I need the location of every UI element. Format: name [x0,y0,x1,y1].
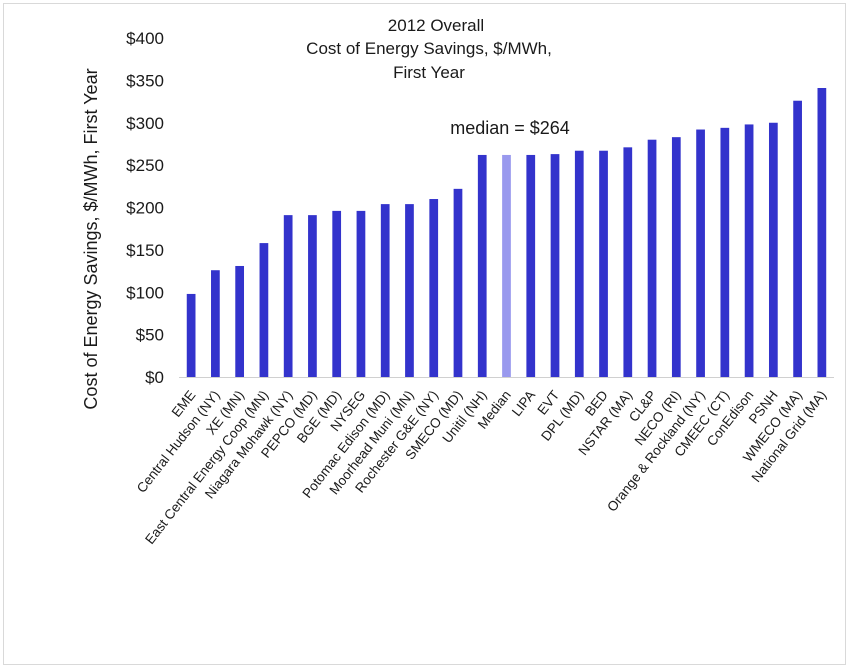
bar [308,215,317,377]
y-tick-label: $50 [136,326,164,345]
bar [405,204,414,377]
x-tick-label: LIPA [509,388,538,420]
bar [356,210,366,377]
bar [623,147,633,377]
bar [211,270,220,377]
y-tick-label: $350 [126,71,164,90]
bar [429,199,439,377]
bar [526,154,536,377]
median-annotation: median = $264 [450,118,570,138]
y-tick-label: $150 [126,241,164,260]
bar [599,150,608,377]
bar [502,154,511,377]
bar [696,129,705,377]
bar [817,88,827,377]
bar [259,243,269,377]
bar [380,204,390,377]
y-tick-label: $200 [126,199,164,218]
y-tick-label: $300 [126,114,164,133]
bar [671,137,681,377]
bar [477,154,487,377]
bar [453,188,463,377]
bar [768,122,778,377]
bar [186,293,196,377]
bar [574,150,584,377]
y-axis-title: Cost of Energy Savings, $/MWh, First Yea… [81,68,101,409]
bar [720,127,730,377]
y-tick-label: $100 [126,283,164,302]
chart-title-line-3: First Year [393,63,465,82]
bar [744,124,754,377]
bar [283,215,293,377]
bar [793,100,802,377]
y-tick-label: $0 [145,368,164,387]
y-axis-ticks: $0 $50 $100 $150 $200 $250 $300 $350 $400 [126,29,164,387]
bar [550,154,560,377]
chart-title: 2012 Overall Cost of Energy Savings, $/M… [306,16,552,82]
chart-frame: 2012 Overall Cost of Energy Savings, $/M… [3,3,846,665]
bar [647,139,657,377]
chart-title-line-2: Cost of Energy Savings, $/MWh, [306,39,552,58]
bar [332,210,342,377]
y-tick-label: $250 [126,156,164,175]
bar [235,265,245,377]
bar-chart: 2012 Overall Cost of Energy Savings, $/M… [81,16,834,547]
bars [186,88,827,377]
chart-title-line-1: 2012 Overall [388,16,484,35]
y-tick-label: $400 [126,29,164,48]
